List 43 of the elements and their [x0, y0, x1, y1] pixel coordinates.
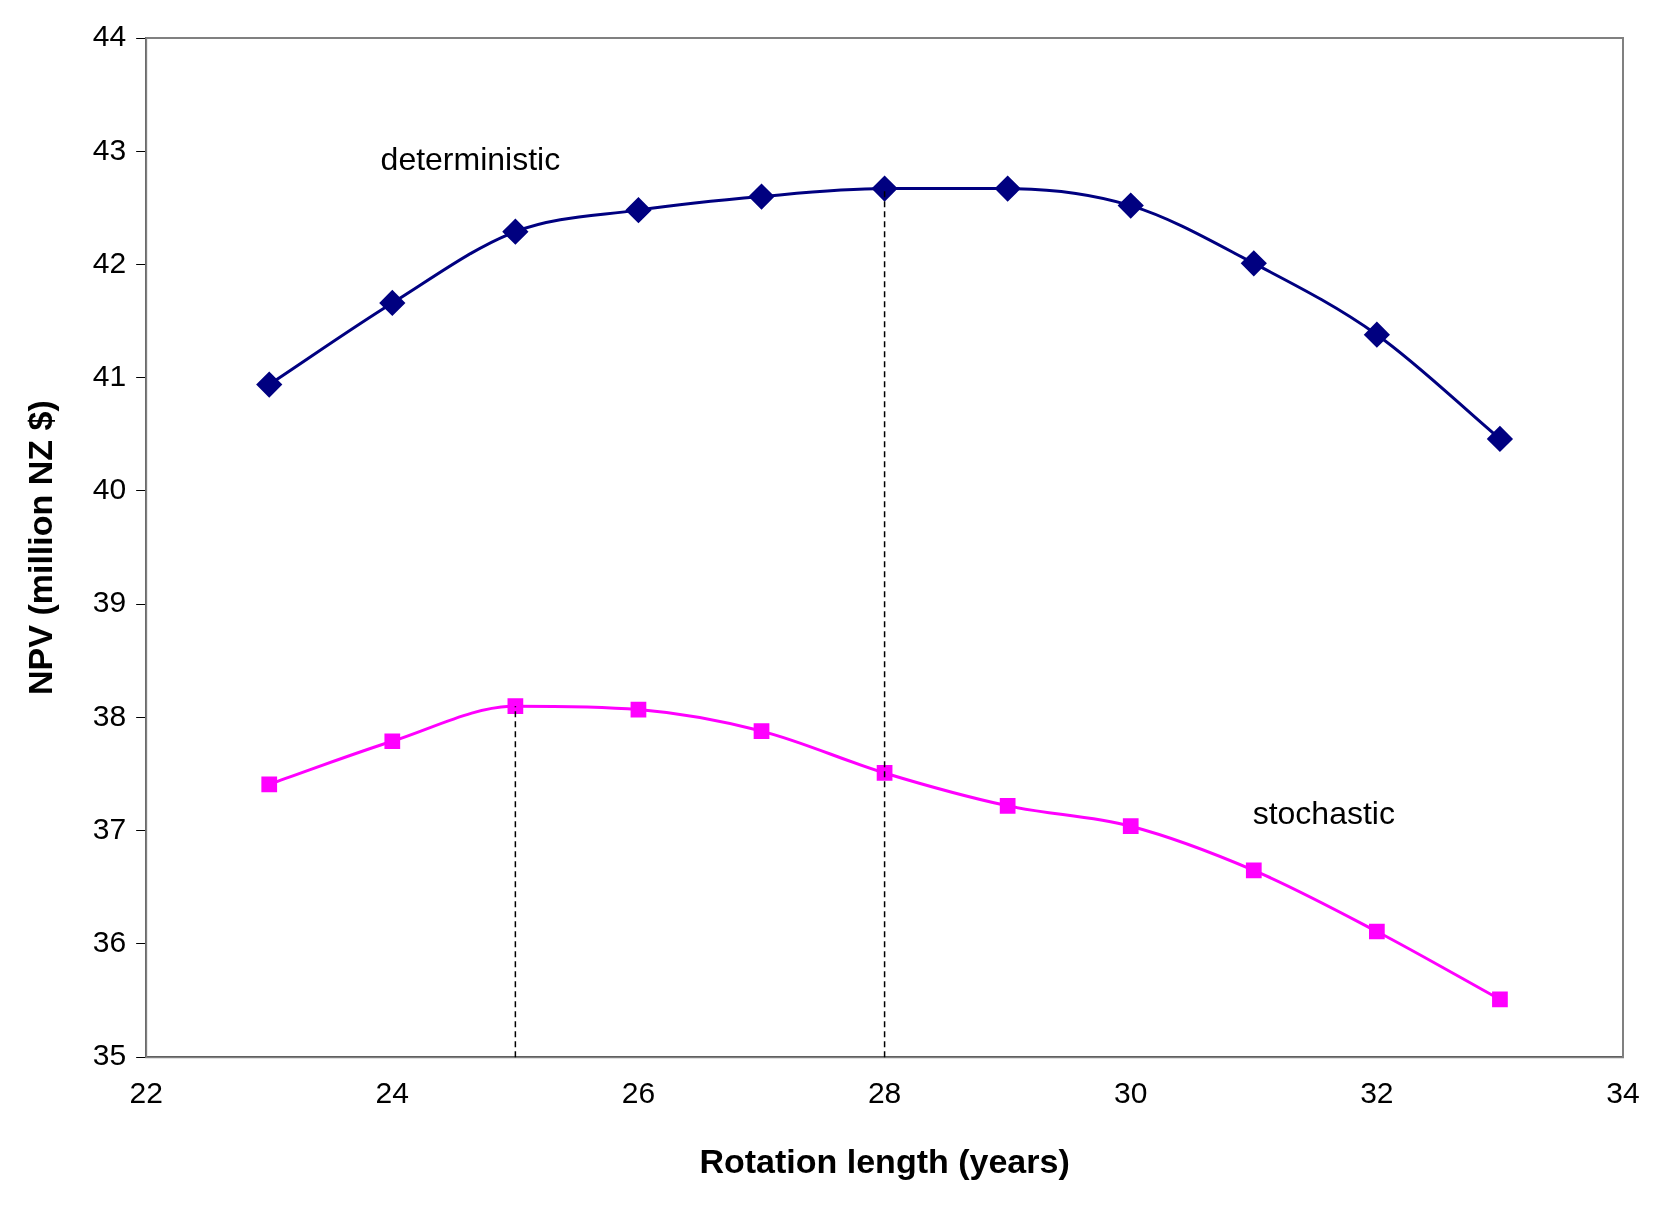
y-tick-label: 39: [92, 585, 127, 619]
y-tick-label: 35: [92, 1038, 127, 1072]
point: [1364, 322, 1390, 348]
y-tick-label: 36: [92, 925, 127, 959]
point: [384, 733, 401, 750]
x-tick-label: 26: [621, 1076, 656, 1110]
point: [1122, 818, 1139, 835]
series-label: deterministic: [380, 141, 561, 178]
point: [625, 197, 651, 223]
point: [1487, 426, 1513, 452]
x-tick-label: 24: [375, 1076, 409, 1110]
point: [1245, 862, 1262, 879]
x-tick-label: 34: [1606, 1076, 1640, 1110]
x-tick-label: 32: [1360, 1076, 1394, 1110]
point: [1241, 250, 1267, 276]
point: [749, 184, 775, 210]
y-tick-label: 41: [92, 359, 127, 392]
point: [256, 372, 282, 398]
y-tick-label: 40: [92, 472, 127, 506]
point: [876, 765, 893, 781]
point: [995, 176, 1021, 202]
x-tick-label: 30: [1114, 1076, 1148, 1110]
point: [753, 723, 770, 739]
point: [1118, 193, 1144, 219]
y-tick-label: 42: [92, 245, 127, 279]
y-tick-label: 37: [92, 811, 127, 845]
x-axis-title: Rotation length (years): [699, 1141, 1070, 1180]
y-tick-label: 38: [92, 698, 127, 732]
point: [999, 797, 1016, 814]
y-tick-label: 43: [92, 132, 127, 166]
point: [630, 701, 647, 718]
y-axis-title: NPV (million NZ $): [20, 400, 59, 695]
point: [1369, 923, 1385, 940]
point: [1492, 991, 1508, 1008]
point: [507, 698, 524, 715]
y-tick-label: 44: [92, 19, 127, 53]
point: [379, 290, 405, 316]
x-tick-label: 28: [867, 1076, 902, 1110]
series-label: stochastic: [1252, 795, 1395, 832]
point: [261, 776, 278, 793]
point: [872, 176, 898, 202]
x-tick-label: 22: [129, 1076, 163, 1110]
point: [502, 219, 528, 245]
